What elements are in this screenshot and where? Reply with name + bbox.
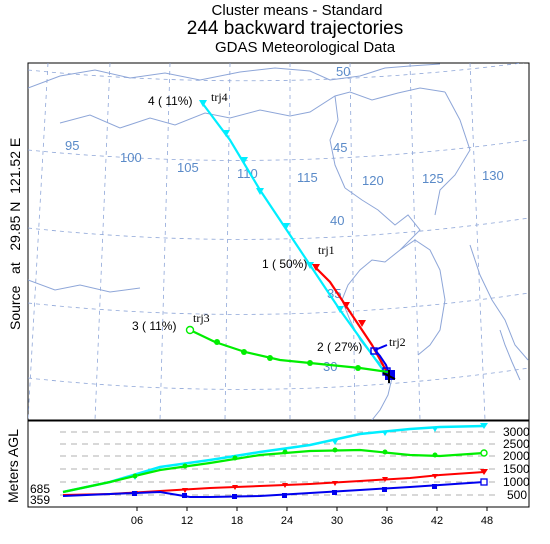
height-tick: 3000 (503, 425, 530, 439)
map-panel: 95 100 105 110 115 120 125 130 50 45 40 … (27, 62, 530, 421)
time-tick: 24 (281, 515, 293, 527)
time-tick: 18 (231, 515, 243, 527)
time-tick: 06 (131, 515, 143, 527)
height-tick: 2500 (503, 437, 530, 451)
lon-label: 115 (297, 170, 318, 185)
cluster-pct-label: 1 ( 50%) (262, 257, 307, 271)
trajectory-trj3 (185, 325, 389, 374)
time-tick: 12 (181, 515, 193, 527)
lat-label: 40 (330, 213, 344, 228)
height-tick: 1500 (503, 462, 530, 476)
cluster-id-label: trj2 (389, 335, 406, 349)
lon-label: 130 (482, 168, 504, 183)
lon-label: 125 (422, 171, 444, 186)
source-height: 685 (30, 482, 50, 496)
graticule (28, 63, 529, 420)
trajectory-trj4 (199, 100, 387, 375)
title-line-3: GDAS Meteorological Data (214, 39, 396, 56)
cluster-id-label: trj1 (318, 243, 335, 257)
title-line-2: 244 backward trajectories (186, 18, 404, 39)
time-tick: 42 (431, 515, 443, 527)
height-tick: 500 (507, 488, 527, 502)
cluster-pct-label: 3 ( 11%) (132, 319, 176, 333)
title-line-1: Cluster means - Standard (211, 2, 383, 19)
source-marker (382, 370, 396, 383)
lat-label: 50 (336, 64, 350, 79)
lon-label: 105 (177, 160, 199, 175)
cluster-id-label: trj4 (211, 90, 228, 104)
time-tick: 36 (381, 515, 393, 527)
source-location-label: Source at 29.85 N 121.52 E (7, 138, 23, 330)
lon-label: 95 (65, 138, 79, 153)
lon-label: 120 (362, 173, 384, 188)
lat-label: 30 (323, 359, 337, 374)
height-panel: 3000 2500 2000 1500 1000 500 685 359 Met… (5, 420, 530, 527)
height-profile-trj2 (62, 481, 485, 498)
cluster-id-label: trj3 (193, 311, 210, 325)
source-height: 359 (30, 493, 50, 507)
lat-label: 45 (333, 140, 347, 155)
cluster-pct-label: 4 ( 11%) (148, 94, 192, 108)
cluster-pct-label: 2 ( 27%) (317, 340, 362, 354)
time-tick: 48 (481, 515, 493, 527)
height-axis-label: Meters AGL (5, 429, 21, 503)
height-tick: 2000 (503, 449, 530, 463)
height-tick: 1000 (503, 475, 530, 489)
lon-label: 100 (120, 150, 142, 165)
time-tick: 30 (331, 515, 343, 527)
